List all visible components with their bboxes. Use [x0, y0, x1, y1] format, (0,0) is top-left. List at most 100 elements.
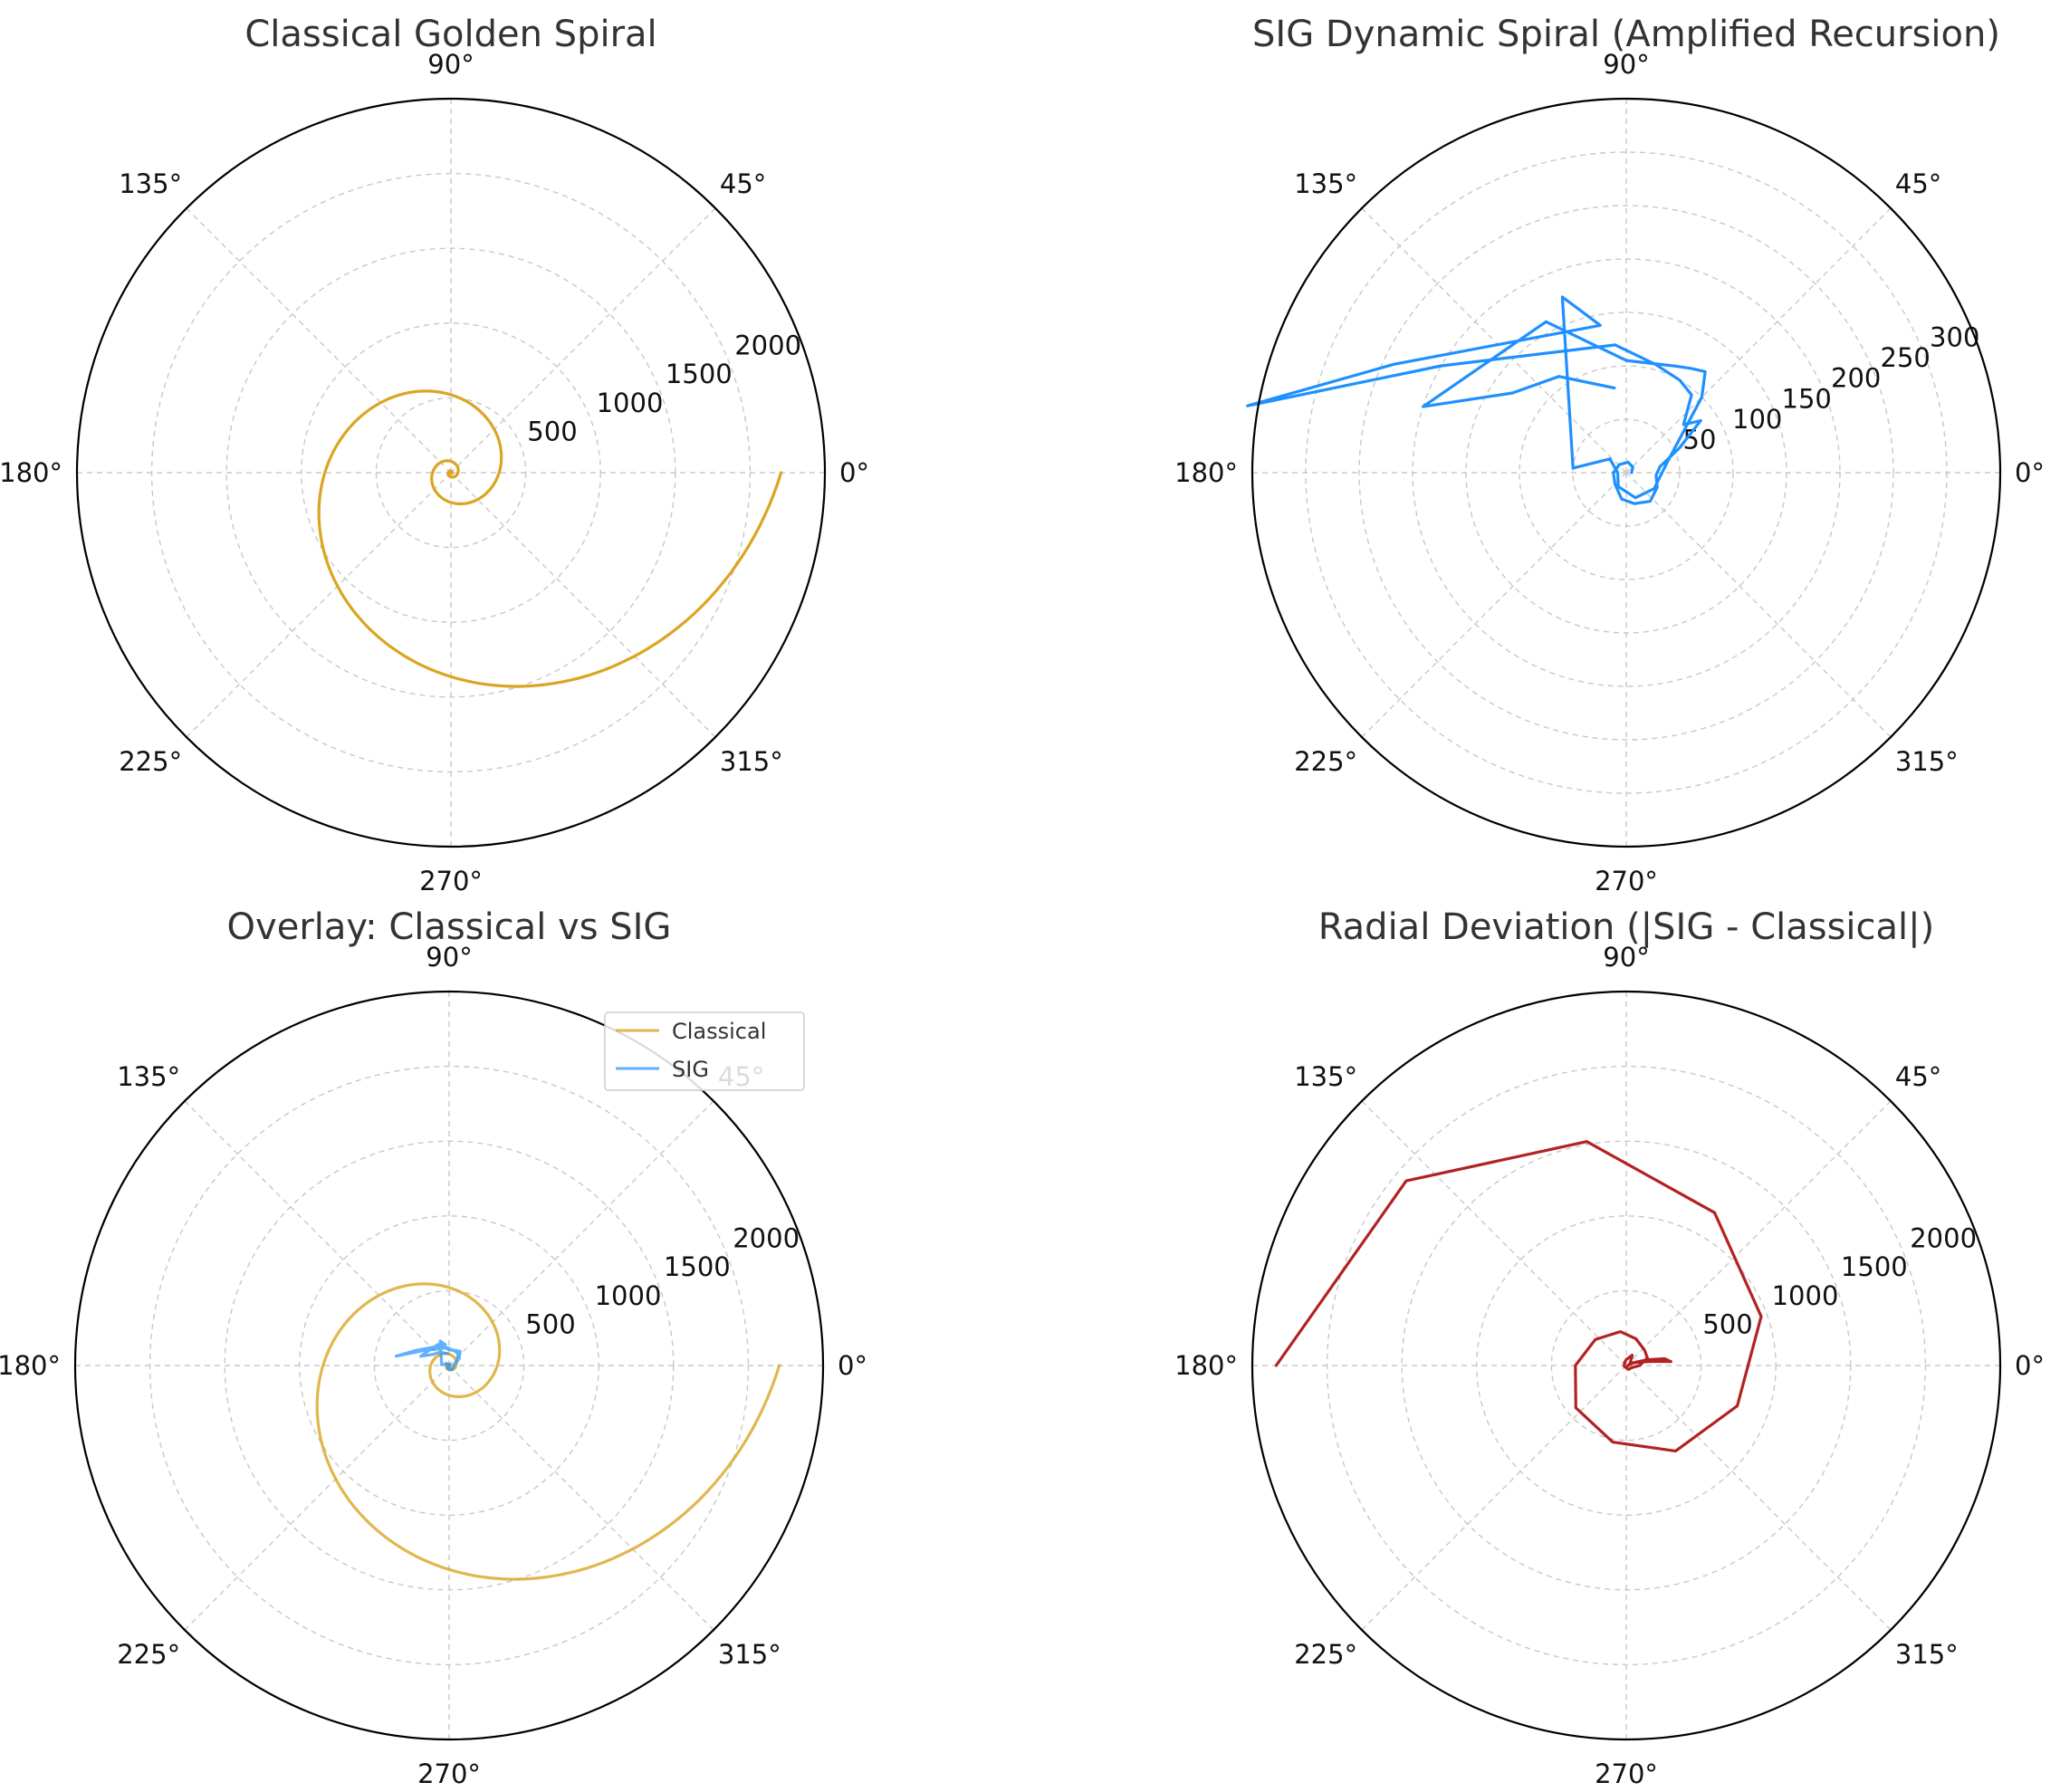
grid-spoke — [1625, 207, 1892, 474]
panel-title: SIG Dynamic Spiral (Amplified Recursion) — [1252, 14, 2000, 55]
radial-tick-label: 500 — [525, 1308, 575, 1339]
series-lines — [315, 1282, 781, 1581]
series-lines — [1246, 295, 1707, 505]
grid-spoke — [1625, 1100, 1892, 1366]
series-lines — [317, 389, 783, 688]
angle-tick-label: 90° — [427, 49, 474, 80]
radial-tick-label: 1500 — [1841, 1251, 1908, 1282]
polar-frame — [73, 990, 825, 1741]
grid-spoke — [184, 1100, 450, 1366]
grid-spoke — [1361, 472, 1627, 738]
angle-tick-label: 135° — [119, 168, 182, 199]
radial-tick-label: 200 — [1831, 363, 1881, 394]
angle-tick-label: 315° — [1895, 1639, 1959, 1670]
angle-tick-label: 315° — [720, 746, 783, 777]
angle-tick-label: 270° — [419, 866, 483, 896]
series-line-0 — [1246, 295, 1707, 505]
angle-tick-label: 45° — [720, 168, 766, 199]
radial-tick-label: 1000 — [595, 1280, 662, 1311]
angle-tick-label: 225° — [117, 1639, 180, 1670]
series-line-0 — [317, 389, 783, 688]
grid-spoke — [450, 207, 716, 474]
angle-tick-label: 180° — [0, 457, 62, 488]
grid-spoke — [450, 472, 716, 738]
angle-tick-label: 0° — [2015, 1350, 2045, 1381]
radial-tick-label: 250 — [1881, 342, 1931, 373]
polar-grid — [1252, 99, 2000, 847]
grid-spoke — [1361, 1365, 1627, 1631]
grid-circle — [1358, 205, 1894, 741]
angle-tick-label: 0° — [838, 1350, 867, 1381]
angle-tick-label: 225° — [1294, 746, 1357, 777]
angle-tick-label: 180° — [1174, 1350, 1238, 1381]
legend: Classical SIG — [604, 1011, 805, 1091]
polar-frame — [1250, 97, 2002, 848]
grid-spoke — [448, 1365, 714, 1631]
angle-tick-label: 45° — [1895, 168, 1941, 199]
series-line-sig — [394, 1339, 462, 1372]
angle-tick-label: 90° — [426, 942, 472, 973]
series-lines — [1274, 1140, 1763, 1452]
grid-spoke — [1361, 207, 1627, 474]
angle-tick-label: 0° — [839, 457, 869, 488]
angle-tick-label: 0° — [2015, 457, 2045, 488]
grid-spoke — [1361, 1100, 1627, 1366]
series-line-0 — [1274, 1140, 1763, 1452]
angle-tick-label: 180° — [1174, 457, 1238, 488]
polar-frame — [75, 97, 827, 848]
grid-spoke — [184, 1365, 450, 1631]
panel-radial-deviation: Radial Deviation (|SIG - Classical|) 500… — [1174, 906, 2045, 1789]
panel-title: Overlay: Classical vs SIG — [227, 906, 672, 948]
legend-label-classical: Classical — [672, 1019, 766, 1044]
panel-classical-golden-spiral: Classical Golden Spiral 500100015002000 … — [0, 14, 869, 896]
grid-spoke — [1625, 472, 1892, 738]
angle-tick-label: 135° — [1294, 168, 1357, 199]
grid-spoke — [186, 472, 452, 738]
angle-tick-label: 270° — [417, 1758, 481, 1789]
angle-tick-label: 225° — [1294, 1639, 1357, 1670]
radial-tick-label: 2000 — [1910, 1223, 1977, 1254]
angle-tick-label: 225° — [119, 746, 182, 777]
polar-grid — [1252, 992, 2000, 1739]
radial-tick-label: 500 — [527, 416, 577, 446]
angle-tick-label: 315° — [1895, 746, 1959, 777]
polar-grid — [75, 992, 823, 1739]
angle-tick-label: 90° — [1603, 49, 1649, 80]
angle-tick-label: 270° — [1595, 866, 1658, 896]
grid-spoke — [186, 207, 452, 474]
polar-frame — [1250, 990, 2002, 1741]
panel-overlay: Overlay: Classical vs SIG 500 10001500200… — [0, 906, 867, 1789]
polar-grid — [77, 99, 825, 847]
panel-sig-dynamic-spiral: SIG Dynamic Spiral (Amplified Recursion)… — [1174, 14, 2045, 896]
radial-tick-label: 1500 — [666, 359, 733, 389]
grid-spoke — [448, 1100, 714, 1366]
angle-tick-labels: 0° 45° 90° 135° 180° 225° 270° 315° — [1174, 942, 2045, 1789]
angle-tick-label: 135° — [1294, 1061, 1357, 1092]
radial-tick-label: 1500 — [664, 1251, 731, 1282]
legend-label-sig: SIG — [672, 1057, 709, 1082]
grid-spoke — [1625, 1365, 1892, 1631]
radial-tick-label: 150 — [1782, 383, 1832, 414]
radial-tick-label: 300 — [1930, 322, 1979, 353]
radial-tick-label: 50 — [1683, 424, 1717, 455]
angle-tick-label: 180° — [0, 1350, 61, 1381]
angle-tick-label: 45° — [1895, 1061, 1941, 1092]
grid-circle — [1519, 365, 1734, 580]
radial-tick-label: 1000 — [1772, 1280, 1839, 1311]
radial-tick-label: 500 — [1702, 1308, 1752, 1339]
angle-tick-labels: 0° 45° 90° 135° 180° 225° 270° 315° — [1174, 49, 2045, 896]
angle-tick-label: 315° — [718, 1639, 781, 1670]
angle-tick-label: 270° — [1595, 1758, 1658, 1789]
angle-tick-label: 135° — [117, 1061, 180, 1092]
panel-title: Classical Golden Spiral — [244, 14, 656, 55]
radial-tick-label: 2000 — [733, 1223, 800, 1254]
angle-tick-labels: 0° 45° 90° 135° 180° 225° 270° 315° — [0, 49, 869, 896]
radial-tick-label: 100 — [1732, 404, 1782, 435]
radial-tick-label: 2000 — [734, 331, 801, 361]
radial-tick-label: 1000 — [597, 388, 664, 418]
